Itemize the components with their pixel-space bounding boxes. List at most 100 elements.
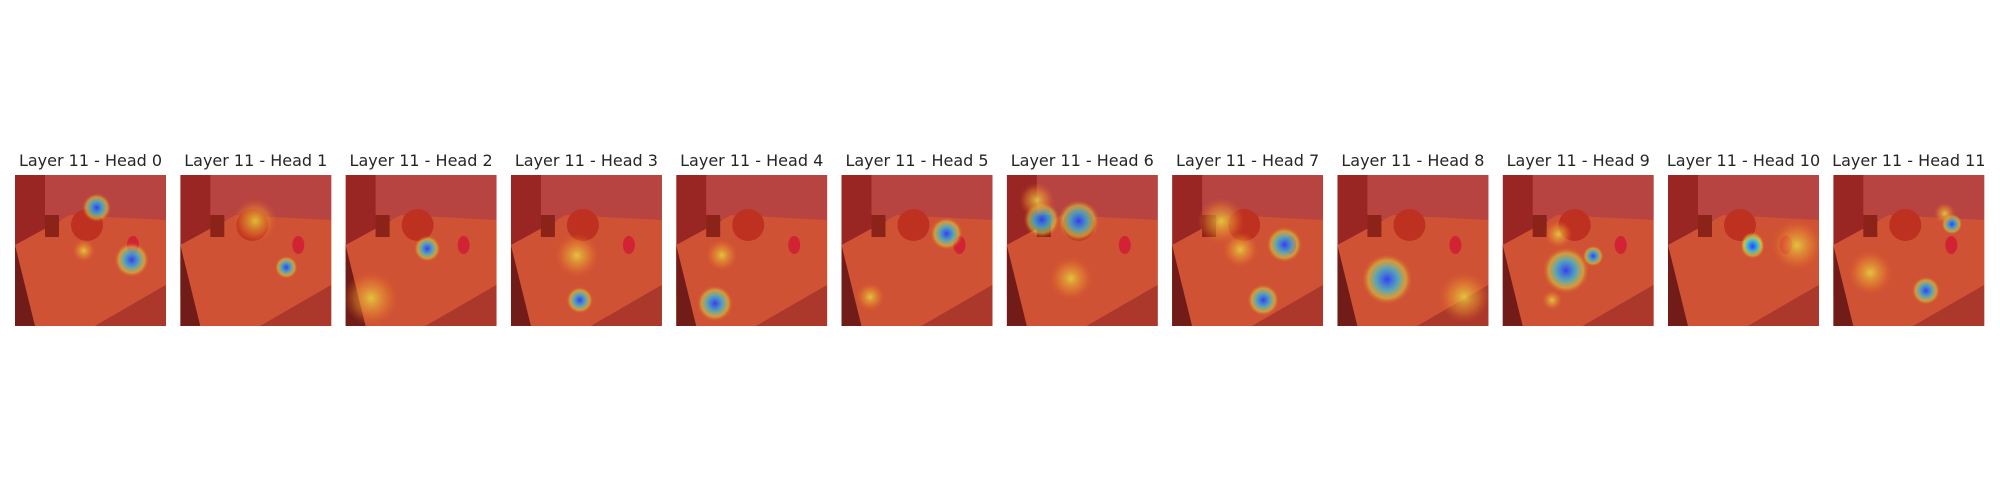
counter-front [35,285,166,326]
counter-front [1522,285,1654,326]
heatmap-image [1337,175,1489,326]
panel-title: Layer 11 - Head 1 [184,151,327,170]
left-cabinet [510,245,531,326]
wall [871,175,993,220]
left-cabinet [15,245,35,326]
heatmap-image [1172,175,1324,326]
image-content [15,175,166,326]
red-tint [180,175,332,326]
left-cabinet [676,245,697,326]
image-content [345,175,497,326]
counter-front [1688,285,1819,326]
image-content [1668,175,1819,326]
image-content [676,175,828,326]
object [1863,215,1878,237]
pot [1393,209,1426,241]
wall [375,175,497,220]
attention-blob [1049,256,1093,301]
left-cabinet [1668,245,1688,326]
object [540,215,555,237]
panel-title: Layer 11 - Head 6 [1011,151,1154,170]
wall [1698,175,1819,220]
wall [1863,175,1985,220]
attention-blob [1933,202,1956,225]
attention-blob [1740,234,1765,259]
object [706,215,721,237]
counter-front [365,285,497,326]
bottle [457,236,470,254]
object [1698,215,1712,237]
pot [401,209,434,241]
pot [897,209,930,241]
image-content [1502,175,1654,326]
counter-front [861,285,993,326]
bottle [1118,236,1131,254]
pot [1889,209,1922,241]
image-content [510,175,662,326]
counter-front [696,285,828,326]
left-cabinet [841,245,862,326]
left-cabinet [1172,245,1193,326]
heatmap-image [1502,175,1654,326]
red-tint [1833,175,1985,326]
image-content [841,175,993,326]
wall [706,175,828,220]
heatmap-image [15,175,166,326]
attention-blob [1542,247,1590,294]
panel-title: Layer 11 - Head 4 [680,151,823,170]
left-cabinet [1502,245,1523,326]
pot [566,209,599,241]
attention-blob [82,193,112,223]
heatmap-image [676,175,828,326]
bottle [788,236,801,254]
left-cabinet [1337,245,1358,326]
heatmap-image [1006,175,1158,326]
attention-blob [114,242,150,278]
wall [1367,175,1489,220]
counter-front [530,285,662,326]
panel-title: Layer 11 - Head 11 [1832,151,1985,170]
panel-title: Layer 11 - Head 2 [350,151,493,170]
heatmap-image [510,175,662,326]
heatmap-image [345,175,497,326]
heatmap-image [1668,175,1819,326]
heatmap-image [180,175,332,326]
attention-blob [1911,276,1941,305]
attention-blob [414,235,441,262]
object [375,215,390,237]
object [45,215,59,237]
attention-blob [554,233,600,278]
attention-blob [345,270,399,326]
image-content [1833,175,1985,326]
panel-title: Layer 11 - Head 5 [845,151,988,170]
attention-blob [233,198,278,243]
panel-title: Layer 11 - Head 10 [1667,151,1820,170]
bottle [1614,236,1627,254]
panel-title: Layer 11 - Head 9 [1507,151,1650,170]
image-content [1172,175,1324,326]
attention-blob [566,286,594,314]
image-content [180,175,332,326]
left-cabinet [1833,245,1854,326]
counter-front [200,285,332,326]
object [871,215,886,237]
red-tint [1502,175,1654,326]
bottle [292,236,305,254]
attention-blob [1361,253,1413,305]
panel-title: Layer 11 - Head 3 [515,151,658,170]
attention-blob [1544,220,1573,249]
left-cabinet [180,245,201,326]
attention-blob [1582,245,1604,267]
pot [732,209,765,241]
attention-blob [1771,219,1819,271]
attention-blob [1197,197,1245,245]
attention-blob [1247,284,1280,316]
object [210,215,225,237]
attention-blob [696,285,733,322]
bottle [622,236,635,254]
heatmap-image [1833,175,1985,326]
attention-blob [1438,271,1489,323]
bottle [1945,236,1958,254]
